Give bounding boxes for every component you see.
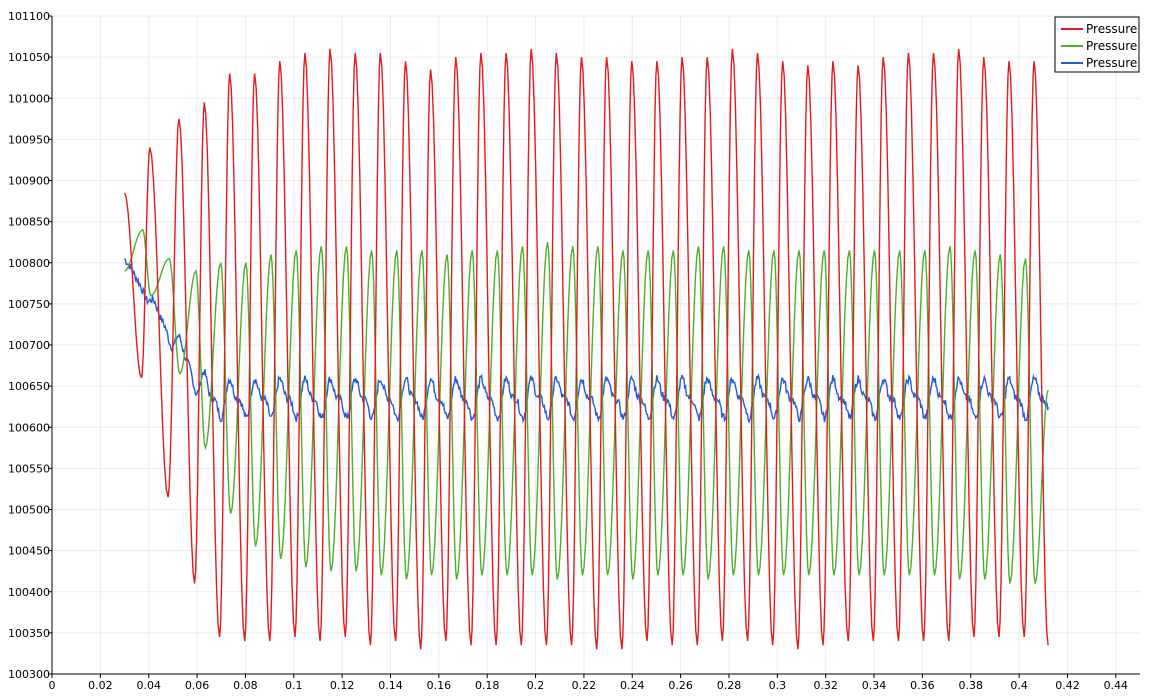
x-tick-label: 0.08	[233, 679, 258, 692]
x-tick-label: 0.22	[572, 679, 597, 692]
legend-label-3: Pressure	[1086, 56, 1137, 70]
legend-label-2: Pressure	[1086, 39, 1137, 53]
x-tick-label: 0.34	[862, 679, 887, 692]
x-tick-label: 0.04	[136, 679, 161, 692]
y-tick-label: 100550	[8, 462, 50, 475]
x-axis-ticks: 0 0.02 0.04 0.06 0.08 0.1 0.12 0.14 0.16 0.18 0.2 0…	[49, 674, 1129, 692]
y-tick-label: 100900	[8, 175, 50, 188]
y-tick-label: 101050	[8, 51, 50, 64]
y-tick-label: 100300	[8, 668, 50, 681]
chart-legend: Pressure Pressure Pressure	[1054, 16, 1140, 73]
y-tick-label: 100950	[8, 133, 50, 146]
x-tick-label: 0.3	[769, 679, 787, 692]
x-tick-label: 0.14	[378, 679, 403, 692]
y-tick-label: 100700	[8, 339, 50, 352]
x-tick-label: 0.18	[475, 679, 500, 692]
x-tick-label: 0.42	[1055, 679, 1080, 692]
x-tick-label: 0.4	[1010, 679, 1028, 692]
y-tick-label: 101000	[8, 92, 50, 105]
x-tick-label: 0.12	[330, 679, 355, 692]
y-tick-label: 100850	[8, 216, 50, 229]
y-tick-label: 100450	[8, 545, 50, 558]
legend-label-1: Pressure	[1086, 22, 1137, 36]
x-tick-label: 0.36	[910, 679, 935, 692]
y-tick-label: 100350	[8, 627, 50, 640]
series-line-1	[123, 48, 1049, 650]
y-tick-label: 100600	[8, 421, 50, 434]
y-tick-label: 100750	[8, 298, 50, 311]
x-tick-label: 0.26	[668, 679, 693, 692]
y-tick-label: 100400	[8, 586, 50, 599]
x-tick-label: 0	[49, 679, 56, 692]
y-tick-label: 101100	[8, 10, 50, 23]
y-tick-label: 100650	[8, 380, 50, 393]
x-tick-label: 0.44	[1104, 679, 1129, 692]
y-axis-ticks: 100300 100350 100400 100450 100500 100550 1006…	[8, 10, 52, 681]
x-tick-label: 0.24	[620, 679, 645, 692]
x-tick-label: 0.38	[959, 679, 984, 692]
y-tick-label: 100800	[8, 257, 50, 270]
x-tick-label: 0.16	[427, 679, 452, 692]
x-tick-label: 0.02	[88, 679, 113, 692]
x-tick-label: 0.06	[185, 679, 210, 692]
x-tick-label: 0.28	[717, 679, 742, 692]
chart-gridlines	[52, 15, 1140, 674]
series-line-3	[124, 258, 1049, 424]
y-tick-label: 100500	[8, 504, 50, 517]
x-tick-label: 0.1	[285, 679, 303, 692]
x-tick-label: 0.32	[813, 679, 838, 692]
x-tick-label: 0.2	[527, 679, 545, 692]
chart-series	[123, 48, 1049, 650]
